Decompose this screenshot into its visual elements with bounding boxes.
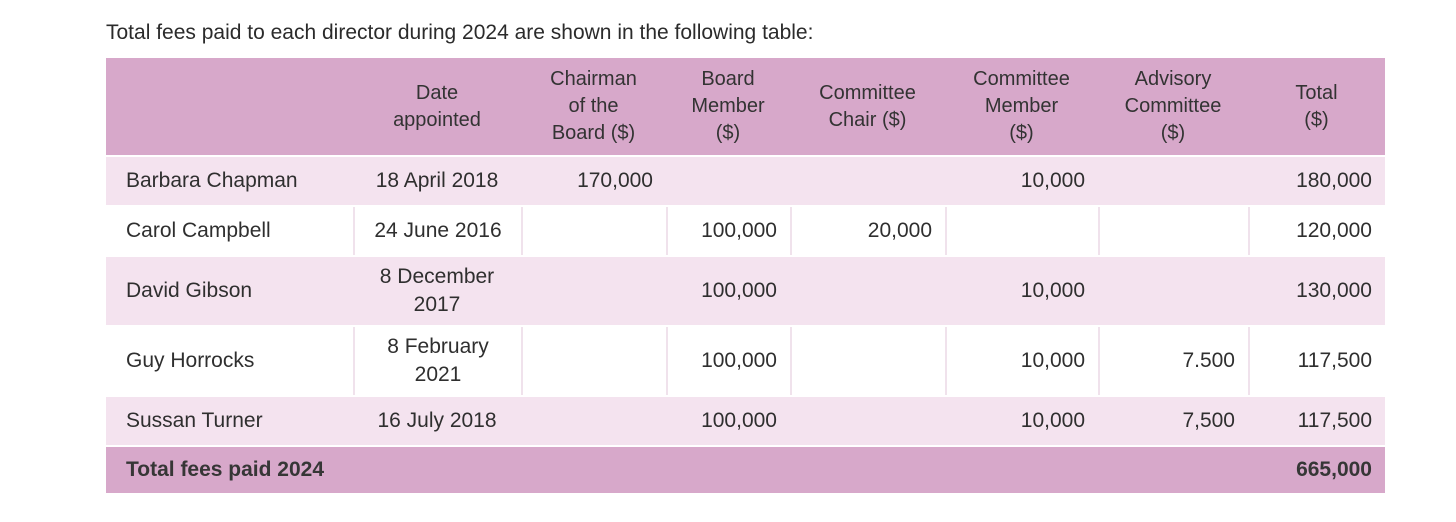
col-header-total: Total ($) xyxy=(1248,58,1385,155)
chairman-fee-cell xyxy=(521,397,666,445)
director-name: Sussan Turner xyxy=(106,397,353,445)
table-row-carol-campbell: Carol Campbell 24 June 2016 100,000 20,0… xyxy=(106,207,1385,255)
table-header-row: Date appointed Chairman of the Board ($)… xyxy=(106,58,1385,155)
col-header-advisory-committee: Advisory Committee ($) xyxy=(1098,58,1248,155)
col-header-director xyxy=(106,58,353,155)
total-fee-cell: 117,500 xyxy=(1248,397,1385,445)
board-member-fee-cell: 100,000 xyxy=(666,257,790,325)
date-appointed-cell: 8 February 2021 xyxy=(353,327,521,395)
table-row-david-gibson: David Gibson 8 December 2017 100,000 10,… xyxy=(106,257,1385,325)
committee-chair-fee-cell: 20,000 xyxy=(790,207,945,255)
board-member-fee-cell xyxy=(666,157,790,205)
committee-member-fee-cell: 10,000 xyxy=(945,157,1098,205)
chairman-fee-cell xyxy=(521,257,666,325)
committee-chair-fee-cell xyxy=(790,157,945,205)
chairman-fee-cell xyxy=(521,207,666,255)
board-member-fee-cell: 100,000 xyxy=(666,327,790,395)
committee-chair-fee-cell xyxy=(790,397,945,445)
col-header-committee-chair: Committee Chair ($) xyxy=(790,58,945,155)
director-name: Carol Campbell xyxy=(106,207,353,255)
committee-member-fee-cell: 10,000 xyxy=(945,257,1098,325)
advisory-fee-cell xyxy=(1098,157,1248,205)
col-header-committee-member: Committee Member ($) xyxy=(945,58,1098,155)
advisory-fee-cell xyxy=(1098,207,1248,255)
col-header-chairman-of-board: Chairman of the Board ($) xyxy=(521,58,666,155)
director-name: Barbara Chapman xyxy=(106,157,353,205)
page-title: Total fees paid to each director during … xyxy=(106,21,814,44)
table-row-guy-horrocks: Guy Horrocks 8 February 2021 100,000 10,… xyxy=(106,327,1385,395)
director-name: Guy Horrocks xyxy=(106,327,353,395)
committee-chair-fee-cell xyxy=(790,327,945,395)
advisory-fee-cell: 7.500 xyxy=(1098,327,1248,395)
chairman-fee-cell xyxy=(521,327,666,395)
total-fees-label: Total fees paid 2024 xyxy=(106,447,1248,493)
total-fees-value: 665,000 xyxy=(1248,447,1385,493)
date-appointed-cell: 16 July 2018 xyxy=(353,397,521,445)
date-appointed-cell: 18 April 2018 xyxy=(353,157,521,205)
committee-chair-fee-cell xyxy=(790,257,945,325)
total-fee-cell: 117,500 xyxy=(1248,327,1385,395)
total-fee-cell: 120,000 xyxy=(1248,207,1385,255)
committee-member-fee-cell: 10,000 xyxy=(945,327,1098,395)
date-appointed-cell: 24 June 2016 xyxy=(353,207,521,255)
advisory-fee-cell: 7,500 xyxy=(1098,397,1248,445)
director-fees-table: Date appointed Chairman of the Board ($)… xyxy=(106,56,1385,495)
advisory-fee-cell xyxy=(1098,257,1248,325)
board-member-fee-cell: 100,000 xyxy=(666,397,790,445)
table-row-sussan-turner: Sussan Turner 16 July 2018 100,000 10,00… xyxy=(106,397,1385,445)
director-name: David Gibson xyxy=(106,257,353,325)
col-header-date-appointed: Date appointed xyxy=(353,58,521,155)
total-fee-cell: 180,000 xyxy=(1248,157,1385,205)
date-appointed-cell: 8 December 2017 xyxy=(353,257,521,325)
board-member-fee-cell: 100,000 xyxy=(666,207,790,255)
table-row-barbara-chapman: Barbara Chapman 18 April 2018 170,000 10… xyxy=(106,157,1385,205)
col-header-board-member: Board Member ($) xyxy=(666,58,790,155)
committee-member-fee-cell: 10,000 xyxy=(945,397,1098,445)
total-fee-cell: 130,000 xyxy=(1248,257,1385,325)
committee-member-fee-cell xyxy=(945,207,1098,255)
chairman-fee-cell: 170,000 xyxy=(521,157,666,205)
table-footer-row: Total fees paid 2024 665,000 xyxy=(106,447,1385,493)
